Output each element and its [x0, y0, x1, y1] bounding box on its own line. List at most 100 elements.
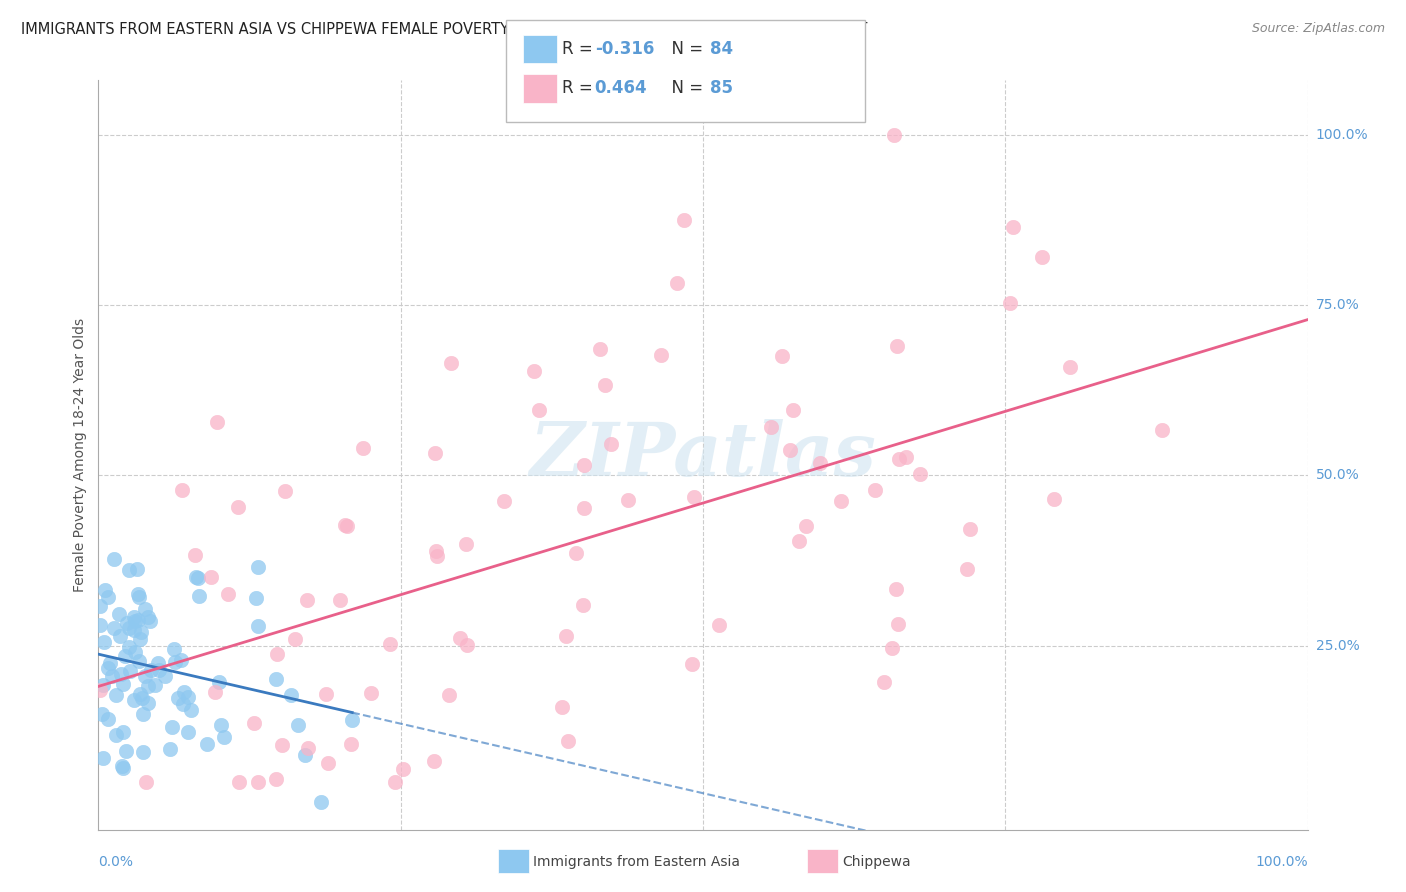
- Point: [555, 629, 578, 643]
- Point: [97, 712, 120, 726]
- Text: Immigrants from Eastern Asia: Immigrants from Eastern Asia: [533, 855, 740, 869]
- Point: [129, 625, 152, 640]
- Point: [1002, 219, 1025, 234]
- Point: [863, 483, 886, 497]
- Point: [335, 517, 357, 532]
- Point: [886, 339, 908, 353]
- Point: [139, 614, 162, 628]
- Point: [266, 647, 288, 661]
- Point: [572, 500, 595, 515]
- Text: 100.0%: 100.0%: [1316, 128, 1368, 142]
- Point: [93, 635, 115, 649]
- Point: [118, 563, 141, 577]
- Point: [127, 614, 149, 628]
- Point: [316, 756, 339, 770]
- Point: [681, 657, 703, 672]
- Point: [108, 629, 131, 643]
- Point: [779, 443, 801, 458]
- Point: [200, 570, 222, 584]
- Text: 84: 84: [710, 40, 733, 58]
- Point: [787, 534, 810, 549]
- Text: 100.0%: 100.0%: [1256, 855, 1308, 869]
- Point: [266, 672, 288, 686]
- Point: [440, 356, 463, 370]
- Point: [207, 415, 229, 429]
- Point: [589, 342, 612, 356]
- Point: [125, 562, 148, 576]
- Point: [889, 451, 911, 466]
- Point: [114, 648, 136, 663]
- Text: R =: R =: [562, 79, 599, 97]
- Point: [683, 490, 706, 504]
- Point: [184, 570, 207, 584]
- Point: [173, 684, 195, 698]
- Point: [89, 599, 111, 613]
- Point: [959, 522, 981, 536]
- Point: [247, 775, 270, 789]
- Point: [163, 655, 186, 669]
- Point: [280, 689, 302, 703]
- Point: [184, 548, 207, 562]
- Point: [437, 688, 460, 702]
- Point: [329, 593, 352, 607]
- Point: [104, 688, 127, 702]
- Point: [108, 607, 131, 622]
- Point: [295, 593, 318, 607]
- Point: [146, 657, 169, 671]
- Point: [188, 589, 211, 603]
- Point: [287, 718, 309, 732]
- Point: [204, 685, 226, 699]
- Point: [118, 640, 141, 654]
- Point: [115, 744, 138, 758]
- Point: [111, 758, 134, 772]
- Point: [880, 640, 903, 655]
- Point: [336, 519, 359, 533]
- Point: [759, 420, 782, 434]
- Point: [128, 590, 150, 604]
- Text: 0.0%: 0.0%: [98, 855, 134, 869]
- Point: [217, 587, 239, 601]
- Point: [112, 677, 135, 691]
- Point: [557, 733, 579, 747]
- Point: [311, 795, 333, 809]
- Point: [426, 549, 449, 563]
- Point: [243, 716, 266, 731]
- Text: 25.0%: 25.0%: [1316, 639, 1360, 653]
- Point: [134, 669, 156, 683]
- Text: N =: N =: [661, 40, 709, 58]
- Point: [342, 714, 364, 728]
- Point: [1150, 423, 1173, 437]
- Point: [124, 645, 146, 659]
- Point: [155, 669, 177, 683]
- Point: [122, 610, 145, 624]
- Point: [271, 738, 294, 752]
- Text: IMMIGRANTS FROM EASTERN ASIA VS CHIPPEWA FEMALE POVERTY AMONG 18-24 YEAR OLDS CO: IMMIGRANTS FROM EASTERN ASIA VS CHIPPEWA…: [21, 22, 868, 37]
- Point: [449, 632, 471, 646]
- Text: 0.464: 0.464: [595, 79, 647, 97]
- Text: Source: ZipAtlas.com: Source: ZipAtlas.com: [1251, 22, 1385, 36]
- Point: [294, 748, 316, 763]
- Text: 75.0%: 75.0%: [1316, 298, 1360, 312]
- Point: [1059, 359, 1081, 374]
- Point: [423, 755, 446, 769]
- Point: [665, 276, 688, 290]
- Point: [100, 668, 122, 682]
- Point: [132, 745, 155, 759]
- Point: [894, 450, 917, 464]
- Point: [908, 467, 931, 482]
- Point: [120, 664, 142, 678]
- Text: ZIPatlas: ZIPatlas: [530, 418, 876, 491]
- Point: [551, 700, 574, 714]
- Point: [384, 775, 406, 789]
- Point: [135, 775, 157, 789]
- Point: [117, 615, 139, 630]
- Point: [617, 492, 640, 507]
- Point: [97, 660, 120, 674]
- Point: [593, 378, 616, 392]
- Point: [1000, 296, 1022, 310]
- Text: 85: 85: [710, 79, 733, 97]
- Point: [246, 560, 269, 574]
- Point: [177, 725, 200, 739]
- Point: [89, 683, 111, 698]
- Point: [166, 691, 188, 706]
